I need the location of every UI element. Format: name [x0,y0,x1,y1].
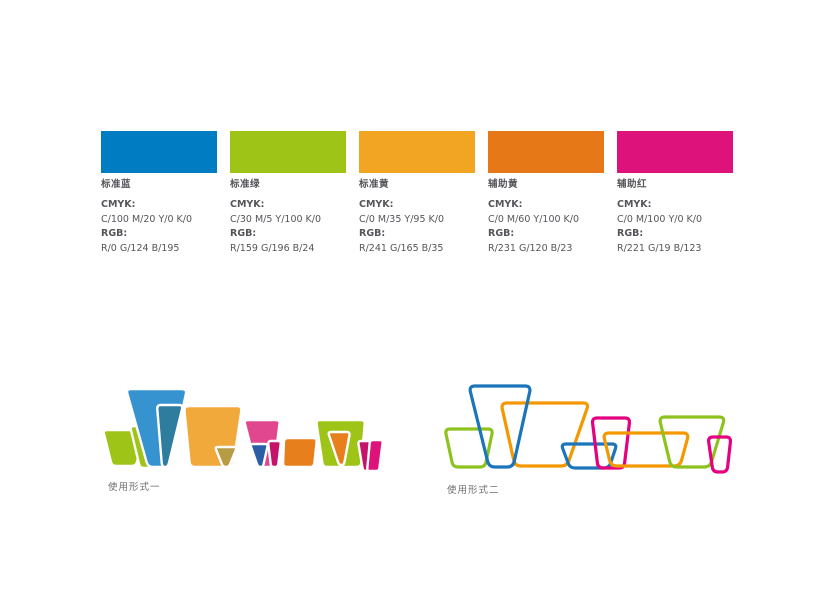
cmyk-label: CMYK: [359,199,394,210]
rgb-value: R/221 G/19 B/123 [617,242,702,254]
cmyk-label: CMYK: [488,199,523,210]
color-column-standard-yellow: 标准黄 CMYK: C/0 M/35 Y/95 K/0 RGB: R/241 G… [359,131,475,256]
rgb-label: RGB: [101,228,128,239]
color-column-standard-blue: 标准蓝 CMYK: C/100 M/20 Y/0 K/0 RGB: R/0 G/… [101,131,217,256]
logo-shape-royal-blue-triangle [249,442,269,469]
logo-shape-magenta-right-cup [366,438,384,470]
cmyk-value: C/0 M/100 Y/0 K/0 [617,213,702,225]
logo-outline-magenta-medium-cup [590,416,632,470]
swatch-name: 辅助黄 [488,179,519,190]
color-column-auxiliary-yellow: 辅助黄 CMYK: C/0 M/60 Y/100 K/0 RGB: R/231 … [488,131,604,256]
color-specs: CMYK: C/0 M/60 Y/100 K/0 RGB: R/231 G/12… [488,198,604,256]
swatch-name: 辅助红 [617,179,648,190]
cmyk-label: CMYK: [101,199,136,210]
swatch-name: 标准绿 [230,179,261,190]
color-swatch-auxiliary-yellow [488,131,604,173]
logo-outline-magenta-narrow-cup [707,435,733,474]
logo-usage-form-1-filled [102,387,384,470]
cmyk-label: CMYK: [230,199,265,210]
rgb-label: RGB: [617,228,644,239]
cmyk-value: C/30 M/5 Y/100 K/0 [230,213,322,225]
cmyk-value: C/0 M/60 Y/100 K/0 [488,213,580,225]
rgb-label: RGB: [359,228,386,239]
rgb-value: R/241 G/165 B/35 [359,242,444,254]
logo-shape-deep-magenta-narrow [267,439,282,469]
color-specs: CMYK: C/0 M/100 Y/0 K/0 RGB: R/221 G/19 … [617,198,733,256]
color-specs: CMYK: C/30 M/5 Y/100 K/0 RGB: R/159 G/19… [230,198,346,256]
color-swatch-auxiliary-red [617,131,733,173]
color-column-auxiliary-red: 辅助红 CMYK: C/0 M/100 Y/0 K/0 RGB: R/221 G… [617,131,733,256]
rgb-value: R/0 G/124 B/195 [101,242,180,254]
color-swatch-standard-green [230,131,346,173]
color-specs: CMYK: C/100 M/20 Y/0 K/0 RGB: R/0 G/124 … [101,198,217,256]
color-swatch-standard-blue [101,131,217,173]
logo-outline-orange-big-cup [500,401,590,468]
logo-outline-green-big-cup [658,415,726,469]
logo-outline-blue-tall-cup [468,384,532,469]
color-palette-row: 标准蓝 CMYK: C/100 M/20 Y/0 K/0 RGB: R/0 G/… [101,131,733,256]
logo-shape-teal-narrow-cup [156,403,184,469]
usage-form-1-label: 使用形式一 [108,482,161,493]
color-specs: CMYK: C/0 M/35 Y/95 K/0 RGB: R/241 G/165… [359,198,475,256]
cmyk-label: CMYK: [617,199,652,210]
logo-outline-orange-wide-cup [602,431,690,468]
logo-shape-orange-triangle [327,430,351,467]
logo-usage-form-2-outline [444,384,733,474]
color-column-standard-green: 标准绿 CMYK: C/30 M/5 Y/100 K/0 RGB: R/159 … [230,131,346,256]
logo-shape-orange-wide-cup [281,436,318,469]
cmyk-value: C/100 M/20 Y/0 K/0 [101,213,193,225]
rgb-value: R/159 G/196 B/24 [230,242,315,254]
rgb-label: RGB: [230,228,257,239]
logo-outline-green-small-cup [444,427,494,469]
swatch-name: 标准蓝 [101,179,132,190]
rgb-label: RGB: [488,228,515,239]
usage-form-2-label: 使用形式二 [447,485,500,496]
color-swatch-standard-yellow [359,131,475,173]
rgb-value: R/231 G/120 B/23 [488,242,573,254]
cmyk-value: C/0 M/35 Y/95 K/0 [359,213,444,225]
logo-shape-olive-triangle [214,445,238,469]
swatch-name: 标准黄 [359,179,390,190]
